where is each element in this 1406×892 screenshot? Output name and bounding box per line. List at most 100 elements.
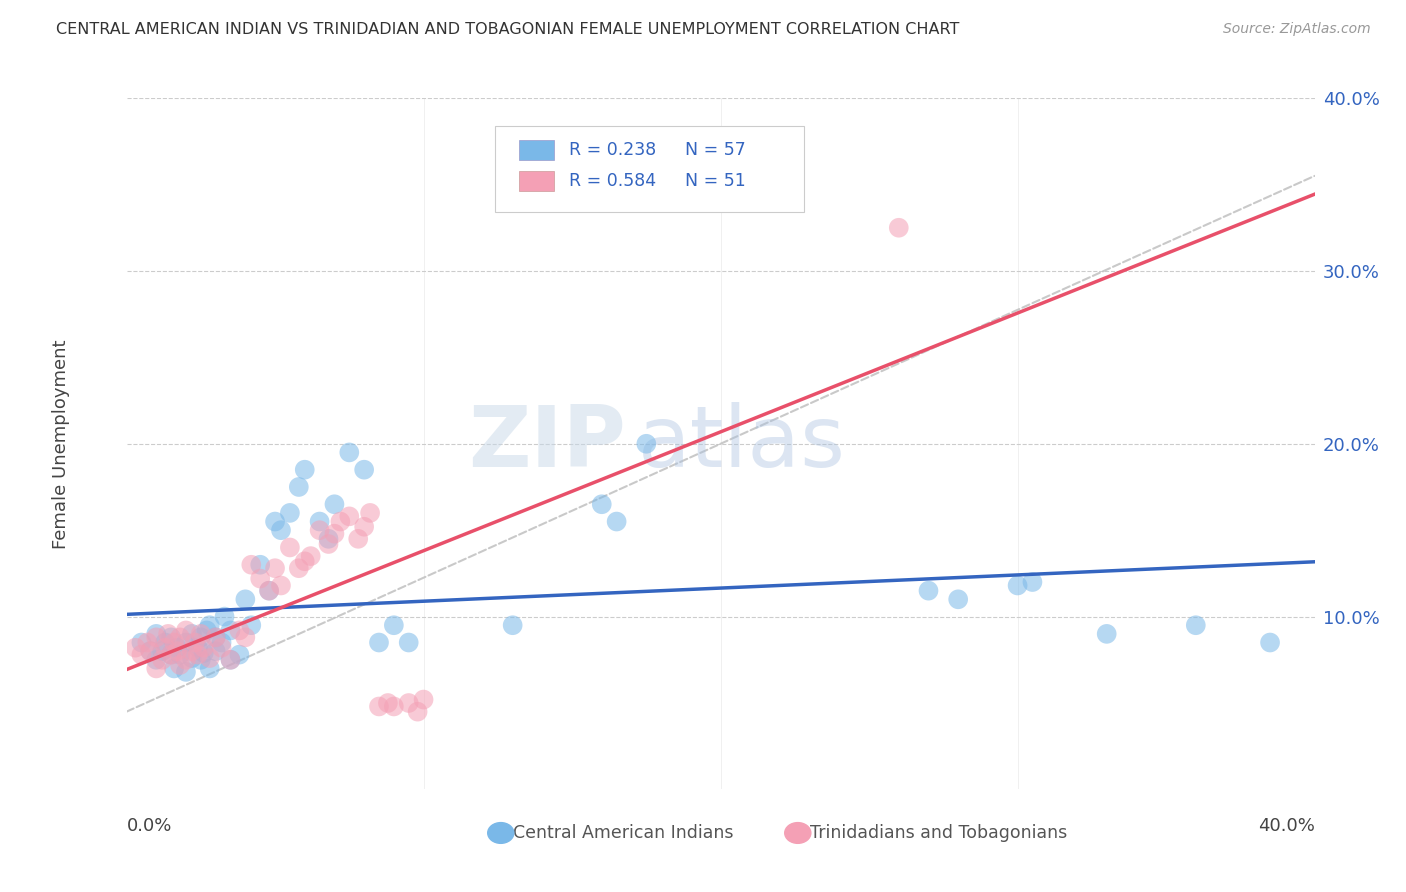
Point [145, 631, 167, 645]
Point [166, 640, 188, 655]
Point [180, 651, 202, 665]
Point [233, 592, 256, 607]
Point [382, 618, 405, 632]
Point [368, 699, 391, 714]
Point [150, 653, 173, 667]
Point [219, 653, 242, 667]
Point [288, 480, 311, 494]
Point [193, 646, 215, 660]
Point [887, 220, 910, 235]
Point [412, 692, 434, 706]
Point [174, 624, 197, 638]
Point [124, 640, 146, 655]
Point [211, 635, 233, 649]
Text: N = 51: N = 51 [685, 172, 745, 190]
Text: 40.0%: 40.0% [1258, 817, 1315, 835]
Point [136, 635, 159, 649]
Point [337, 509, 360, 524]
Point [169, 648, 191, 662]
Point [193, 640, 215, 655]
Point [187, 640, 209, 655]
Text: Source: ZipAtlas.com: Source: ZipAtlas.com [1223, 22, 1371, 37]
Point [337, 445, 360, 459]
Point [406, 705, 429, 719]
Point [948, 592, 970, 607]
Point [190, 627, 212, 641]
Point [195, 624, 218, 638]
Point [198, 618, 221, 632]
Point [160, 648, 183, 662]
Text: Central American Indians: Central American Indians [513, 824, 733, 842]
Point [347, 532, 370, 546]
Point [323, 526, 346, 541]
Point [294, 554, 316, 568]
Point [323, 497, 346, 511]
Point [228, 624, 250, 638]
Point [368, 635, 391, 649]
Point [318, 532, 340, 546]
Point [145, 661, 167, 675]
Point [131, 635, 153, 649]
Point [166, 644, 188, 658]
Point [139, 644, 162, 658]
Point [249, 572, 271, 586]
Point [153, 640, 176, 655]
Point [204, 644, 226, 658]
Point [163, 635, 186, 649]
Point [219, 653, 242, 667]
Point [187, 648, 209, 662]
Point [150, 644, 173, 658]
Point [270, 578, 292, 592]
Point [353, 520, 375, 534]
Point [160, 631, 183, 645]
Point [636, 437, 658, 451]
Text: Trinidadians and Tobagonians: Trinidadians and Tobagonians [810, 824, 1067, 842]
Point [211, 640, 233, 655]
Ellipse shape [488, 822, 513, 843]
Point [329, 515, 352, 529]
Point [1258, 635, 1281, 649]
Point [160, 648, 183, 662]
Point [288, 561, 311, 575]
Point [606, 515, 628, 529]
Text: ZIP: ZIP [468, 402, 626, 485]
Text: N = 57: N = 57 [685, 141, 745, 159]
Point [278, 541, 301, 555]
Point [1007, 578, 1029, 592]
Text: atlas: atlas [637, 402, 845, 485]
Point [299, 549, 322, 563]
FancyBboxPatch shape [495, 126, 804, 212]
Ellipse shape [785, 822, 811, 843]
Text: Female Unemployment: Female Unemployment [52, 339, 70, 549]
Text: R = 0.584: R = 0.584 [568, 172, 655, 190]
Point [1021, 575, 1043, 590]
Text: 0.0%: 0.0% [127, 817, 172, 835]
Bar [519, 140, 554, 160]
Point [180, 644, 202, 658]
Point [294, 463, 316, 477]
Point [257, 583, 280, 598]
Point [228, 648, 250, 662]
Point [240, 618, 263, 632]
Point [1184, 618, 1206, 632]
Point [382, 699, 405, 714]
Point [264, 515, 287, 529]
Point [1095, 627, 1118, 641]
Point [359, 506, 381, 520]
Point [198, 651, 221, 665]
Point [377, 696, 399, 710]
Point [139, 644, 162, 658]
Point [264, 561, 287, 575]
Point [257, 583, 280, 598]
Point [145, 627, 167, 641]
Point [204, 631, 226, 645]
Point [270, 523, 292, 537]
Point [398, 635, 420, 649]
Point [174, 653, 197, 667]
Point [278, 506, 301, 520]
Point [190, 653, 212, 667]
Text: R = 0.238: R = 0.238 [568, 141, 655, 159]
Point [917, 583, 939, 598]
Point [318, 537, 340, 551]
Point [180, 627, 202, 641]
